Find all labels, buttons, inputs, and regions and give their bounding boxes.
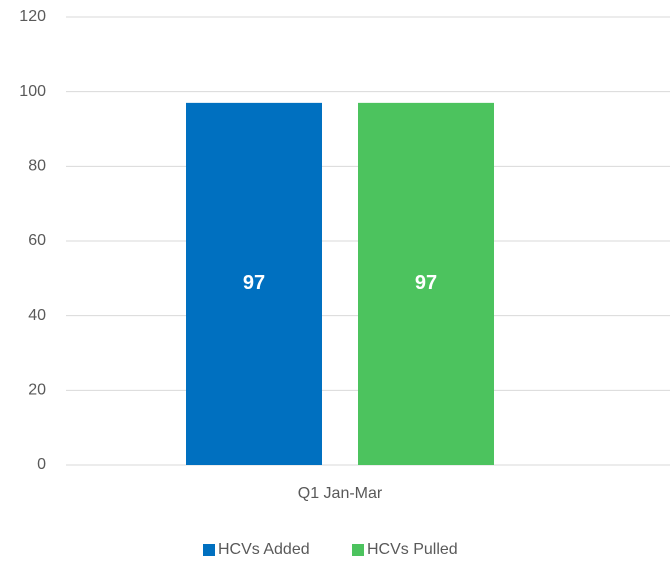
data-label: 97 (415, 272, 437, 294)
y-tick-label: 20 (28, 382, 46, 399)
y-tick-label: 80 (28, 158, 46, 175)
bar (358, 102, 494, 465)
bar (186, 102, 322, 465)
y-tick-label: 0 (37, 456, 46, 473)
legend-swatch (203, 544, 215, 556)
y-tick-label: 120 (19, 8, 46, 25)
data-label: 97 (243, 272, 265, 294)
y-tick-label: 100 (19, 83, 46, 100)
legend-swatch (352, 544, 364, 556)
y-tick-label: 40 (28, 307, 46, 324)
legend-label: HCVs Added (218, 541, 310, 558)
x-tick-label: Q1 Jan-Mar (298, 485, 383, 502)
legend-label: HCVs Pulled (367, 541, 458, 558)
y-tick-label: 60 (28, 232, 46, 249)
